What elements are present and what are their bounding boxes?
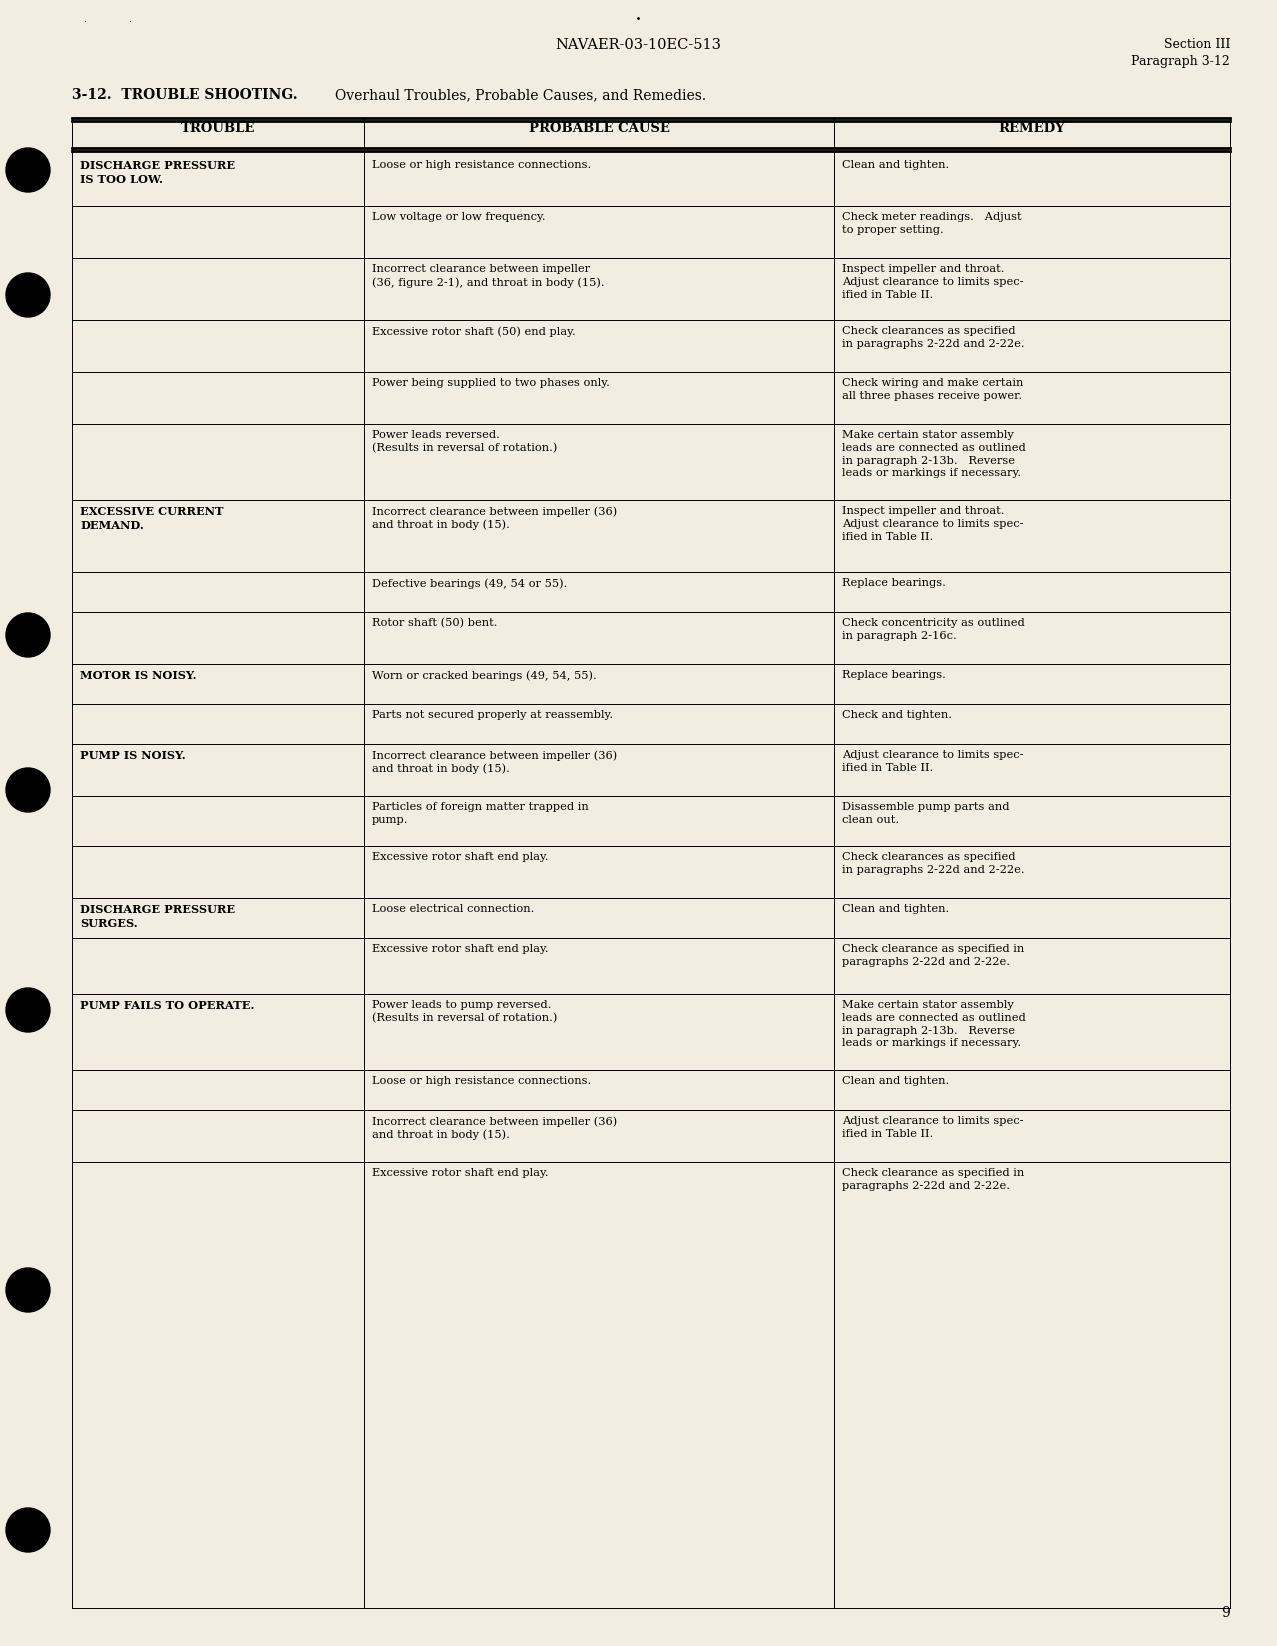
Text: PUMP IS NOISY.: PUMP IS NOISY. — [80, 751, 185, 760]
Text: Particles of foreign matter trapped in
pump.: Particles of foreign matter trapped in p… — [372, 802, 589, 825]
Text: Loose or high resistance connections.: Loose or high resistance connections. — [372, 1076, 591, 1086]
Circle shape — [6, 1267, 50, 1312]
Text: Incorrect clearance between impeller (36)
and throat in body (15).: Incorrect clearance between impeller (36… — [372, 751, 617, 774]
Text: Make certain stator assembly
leads are connected as outlined
in paragraph 2-13b.: Make certain stator assembly leads are c… — [842, 1001, 1025, 1049]
Text: Paragraph 3-12: Paragraph 3-12 — [1131, 54, 1230, 67]
Text: PROBABLE CAUSE: PROBABLE CAUSE — [529, 122, 669, 135]
Text: Parts not secured properly at reassembly.: Parts not secured properly at reassembly… — [372, 709, 613, 719]
Text: Clean and tighten.: Clean and tighten. — [842, 1076, 949, 1086]
Text: Section III: Section III — [1163, 38, 1230, 51]
Text: Inspect impeller and throat.
Adjust clearance to limits spec-
ified in Table II.: Inspect impeller and throat. Adjust clea… — [842, 263, 1023, 300]
Circle shape — [6, 1508, 50, 1552]
Text: Excessive rotor shaft end play.: Excessive rotor shaft end play. — [372, 853, 549, 863]
Text: Check clearance as specified in
paragraphs 2-22d and 2-22e.: Check clearance as specified in paragrap… — [842, 945, 1024, 966]
Text: DISCHARGE PRESSURE
SURGES.: DISCHARGE PRESSURE SURGES. — [80, 904, 235, 928]
Text: Rotor shaft (50) bent.: Rotor shaft (50) bent. — [372, 617, 498, 629]
Text: Inspect impeller and throat.
Adjust clearance to limits spec-
ified in Table II.: Inspect impeller and throat. Adjust clea… — [842, 505, 1023, 542]
Circle shape — [6, 273, 50, 318]
Text: Power being supplied to two phases only.: Power being supplied to two phases only. — [372, 379, 610, 388]
Text: Incorrect clearance between impeller (36)
and throat in body (15).: Incorrect clearance between impeller (36… — [372, 505, 617, 530]
Text: TROUBLE: TROUBLE — [181, 122, 255, 135]
Text: Disassemble pump parts and
clean out.: Disassemble pump parts and clean out. — [842, 802, 1010, 825]
Text: 3-12.  TROUBLE SHOOTING.: 3-12. TROUBLE SHOOTING. — [72, 87, 298, 102]
Text: Excessive rotor shaft end play.: Excessive rotor shaft end play. — [372, 1169, 549, 1179]
Text: Excessive rotor shaft (50) end play.: Excessive rotor shaft (50) end play. — [372, 326, 576, 336]
Text: Incorrect clearance between impeller (36)
and throat in body (15).: Incorrect clearance between impeller (36… — [372, 1116, 617, 1141]
Text: Replace bearings.: Replace bearings. — [842, 578, 946, 588]
Text: Check clearances as specified
in paragraphs 2-22d and 2-22e.: Check clearances as specified in paragra… — [842, 853, 1024, 874]
Text: DISCHARGE PRESSURE
IS TOO LOW.: DISCHARGE PRESSURE IS TOO LOW. — [80, 160, 235, 184]
Text: Make certain stator assembly
leads are connected as outlined
in paragraph 2-13b.: Make certain stator assembly leads are c… — [842, 430, 1025, 479]
Circle shape — [6, 148, 50, 193]
Text: 9: 9 — [1221, 1606, 1230, 1620]
Text: Check meter readings.   Adjust
to proper setting.: Check meter readings. Adjust to proper s… — [842, 212, 1022, 235]
Text: Check concentricity as outlined
in paragraph 2-16c.: Check concentricity as outlined in parag… — [842, 617, 1024, 640]
Text: Clean and tighten.: Clean and tighten. — [842, 160, 949, 170]
Text: Defective bearings (49, 54 or 55).: Defective bearings (49, 54 or 55). — [372, 578, 567, 589]
Text: Adjust clearance to limits spec-
ified in Table II.: Adjust clearance to limits spec- ified i… — [842, 1116, 1023, 1139]
Text: Replace bearings.: Replace bearings. — [842, 670, 946, 680]
Text: Check clearance as specified in
paragraphs 2-22d and 2-22e.: Check clearance as specified in paragrap… — [842, 1169, 1024, 1190]
Circle shape — [6, 769, 50, 811]
Text: Power leads to pump reversed.
(Results in reversal of rotation.): Power leads to pump reversed. (Results i… — [372, 1001, 557, 1024]
Text: Incorrect clearance between impeller
(36, figure 2-1), and throat in body (15).: Incorrect clearance between impeller (36… — [372, 263, 604, 288]
Text: Loose electrical connection.: Loose electrical connection. — [372, 904, 534, 914]
Text: Adjust clearance to limits spec-
ified in Table II.: Adjust clearance to limits spec- ified i… — [842, 751, 1023, 774]
Text: Clean and tighten.: Clean and tighten. — [842, 904, 949, 914]
Text: Excessive rotor shaft end play.: Excessive rotor shaft end play. — [372, 945, 549, 955]
Circle shape — [6, 988, 50, 1032]
Text: Worn or cracked bearings (49, 54, 55).: Worn or cracked bearings (49, 54, 55). — [372, 670, 596, 680]
Text: Power leads reversed.
(Results in reversal of rotation.): Power leads reversed. (Results in revers… — [372, 430, 557, 453]
Text: Low voltage or low frequency.: Low voltage or low frequency. — [372, 212, 545, 222]
Text: REMEDY: REMEDY — [999, 122, 1065, 135]
Text: Overhaul Troubles, Probable Causes, and Remedies.: Overhaul Troubles, Probable Causes, and … — [335, 87, 706, 102]
Text: Loose or high resistance connections.: Loose or high resistance connections. — [372, 160, 591, 170]
Text: Check clearances as specified
in paragraphs 2-22d and 2-22e.: Check clearances as specified in paragra… — [842, 326, 1024, 349]
Text: Check wiring and make certain
all three phases receive power.: Check wiring and make certain all three … — [842, 379, 1023, 400]
Text: MOTOR IS NOISY.: MOTOR IS NOISY. — [80, 670, 197, 681]
Text: NAVAER-03-10EC-513: NAVAER-03-10EC-513 — [555, 38, 722, 53]
Text: Check and tighten.: Check and tighten. — [842, 709, 951, 719]
Text: EXCESSIVE CURRENT
DEMAND.: EXCESSIVE CURRENT DEMAND. — [80, 505, 223, 532]
Text: PUMP FAILS TO OPERATE.: PUMP FAILS TO OPERATE. — [80, 1001, 254, 1011]
Circle shape — [6, 612, 50, 657]
